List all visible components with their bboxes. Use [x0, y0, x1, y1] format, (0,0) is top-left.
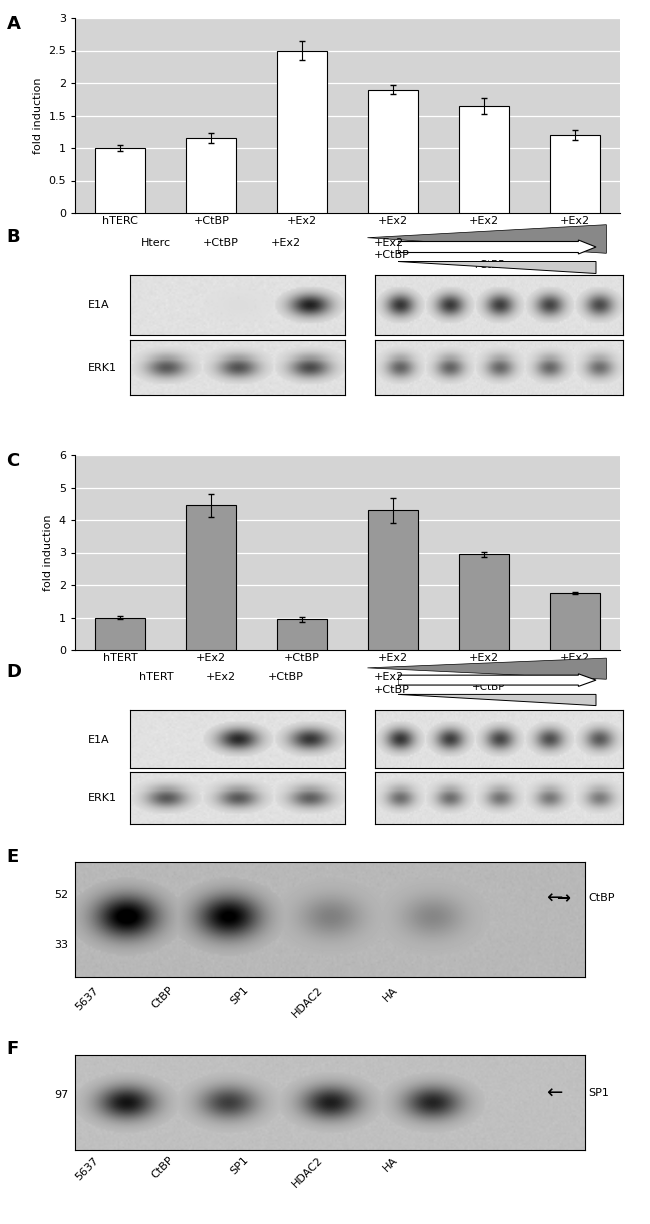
Bar [187, 138, 236, 213]
Text: B: B [6, 228, 20, 246]
Text: +CtBP: +CtBP [471, 683, 505, 693]
Text: →: → [556, 889, 569, 907]
Bar [187, 506, 236, 650]
Text: hTERT: hTERT [138, 672, 174, 682]
Bar [550, 135, 599, 213]
Text: ERK1: ERK1 [88, 793, 117, 803]
Text: HDAC2: HDAC2 [291, 985, 325, 1020]
Bar [459, 554, 509, 650]
Polygon shape [367, 225, 606, 253]
Text: E: E [6, 848, 19, 867]
Text: +Ex2: +Ex2 [271, 237, 301, 248]
Bar [368, 89, 418, 213]
Text: 5637: 5637 [74, 985, 101, 1012]
Text: +CtBP: +CtBP [374, 685, 410, 695]
FancyArrow shape [398, 673, 596, 687]
Text: D: D [6, 663, 21, 681]
Text: CtBP: CtBP [150, 1155, 176, 1181]
Text: E1A: E1A [88, 300, 109, 310]
Bar [96, 617, 146, 650]
Text: ←: ← [546, 1083, 562, 1103]
Polygon shape [398, 694, 596, 705]
Text: ERK1: ERK1 [88, 364, 117, 373]
Text: C: C [6, 452, 20, 470]
Bar [96, 148, 146, 213]
Text: 52: 52 [54, 890, 68, 900]
Y-axis label: fold induction: fold induction [44, 514, 53, 591]
Bar [277, 50, 327, 213]
Text: HA: HA [382, 985, 400, 1004]
Text: ←: ← [546, 889, 562, 907]
Text: E1A: E1A [88, 734, 109, 745]
Text: HDAC2: HDAC2 [291, 1155, 325, 1190]
Text: SP1: SP1 [228, 985, 250, 1007]
Bar [368, 510, 418, 650]
FancyArrow shape [398, 240, 596, 255]
Text: +CtBP: +CtBP [374, 250, 410, 259]
Text: +Ex2: +Ex2 [374, 237, 404, 248]
Text: +Ex2: +Ex2 [206, 672, 236, 682]
Bar [550, 594, 599, 650]
Bar [277, 619, 327, 650]
Text: Hterc: Hterc [141, 237, 171, 248]
Text: HA: HA [382, 1155, 400, 1174]
Text: +Ex2: +Ex2 [374, 672, 404, 682]
Text: A: A [6, 15, 20, 33]
Text: CtBP: CtBP [150, 985, 176, 1011]
Text: F: F [6, 1040, 19, 1058]
Text: +CtBP: +CtBP [268, 672, 304, 682]
Text: SP1: SP1 [588, 1088, 609, 1098]
Text: SP1: SP1 [228, 1155, 250, 1176]
Text: 5637: 5637 [74, 1155, 101, 1182]
Text: 97: 97 [54, 1091, 68, 1100]
Text: +CtBP: +CtBP [471, 259, 505, 269]
Y-axis label: fold induction: fold induction [32, 77, 43, 154]
Bar [459, 105, 509, 213]
Text: CtBP: CtBP [588, 894, 615, 903]
Text: 33: 33 [54, 940, 68, 950]
Text: +CtBP: +CtBP [203, 237, 239, 248]
Polygon shape [367, 659, 606, 679]
Polygon shape [398, 262, 596, 273]
